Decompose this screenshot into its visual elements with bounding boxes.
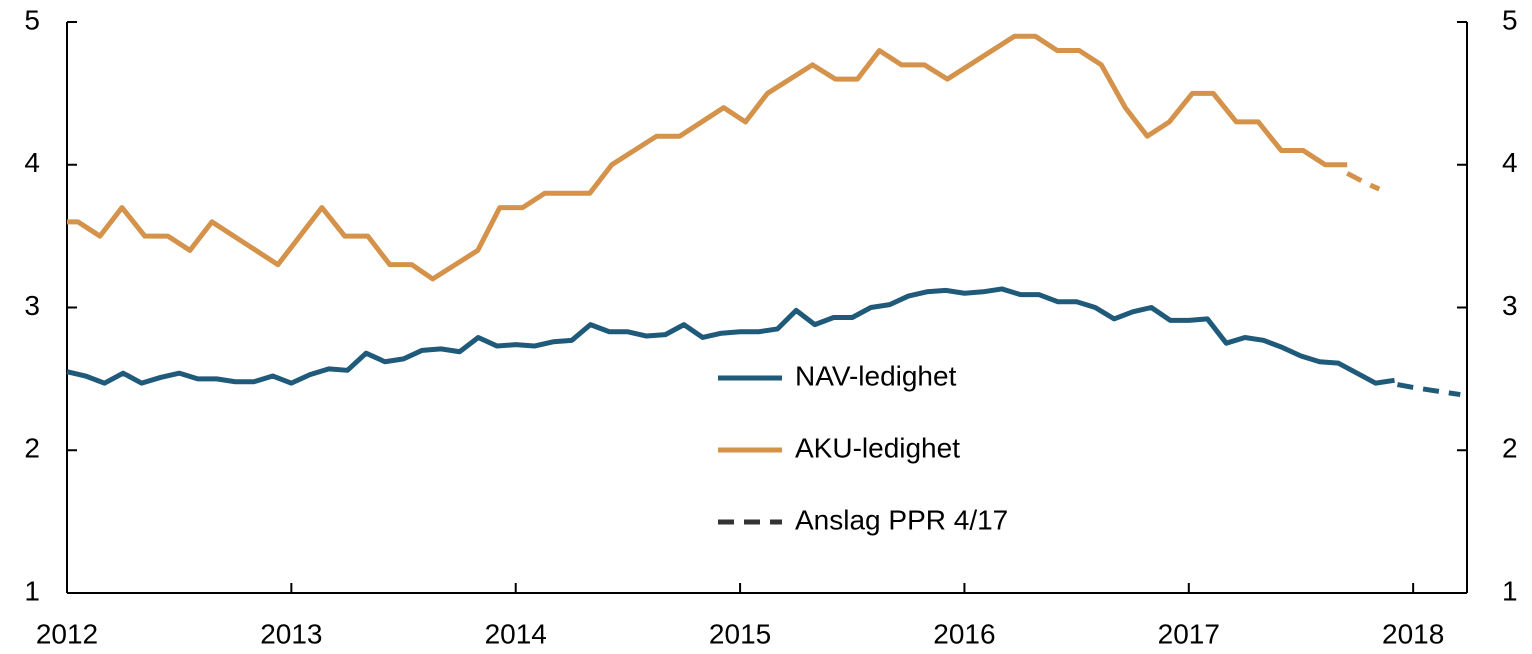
legend-label: NAV-ledighet: [795, 360, 957, 391]
x-tick-label: 2012: [36, 618, 98, 649]
y-tick-label: 5: [24, 4, 40, 35]
legend-label: AKU-ledighet: [795, 432, 960, 463]
legend-label: Anslag PPR 4/17: [795, 504, 1008, 535]
x-tick-label: 2017: [1158, 618, 1220, 649]
forecast-line: [1346, 171, 1381, 192]
y2-tick-label: 4: [1502, 147, 1518, 178]
x-tick-label: 2018: [1382, 618, 1444, 649]
y2-tick-label: 2: [1502, 433, 1518, 464]
forecast-line: [1397, 382, 1461, 398]
y-tick-label: 4: [24, 147, 40, 178]
x-tick-label: 2016: [933, 618, 995, 649]
x-tick-label: 2013: [260, 618, 322, 649]
y2-tick-label: 3: [1502, 290, 1518, 321]
series-line: [67, 33, 1348, 282]
x-tick-label: 2014: [485, 618, 547, 649]
series-line: [66, 286, 1395, 386]
y2-tick-label: 5: [1502, 4, 1518, 35]
y-tick-label: 1: [24, 575, 40, 606]
y2-tick-label: 1: [1502, 575, 1518, 606]
y-tick-label: 2: [24, 433, 40, 464]
y-tick-label: 3: [24, 290, 40, 321]
x-tick-label: 2015: [709, 618, 771, 649]
